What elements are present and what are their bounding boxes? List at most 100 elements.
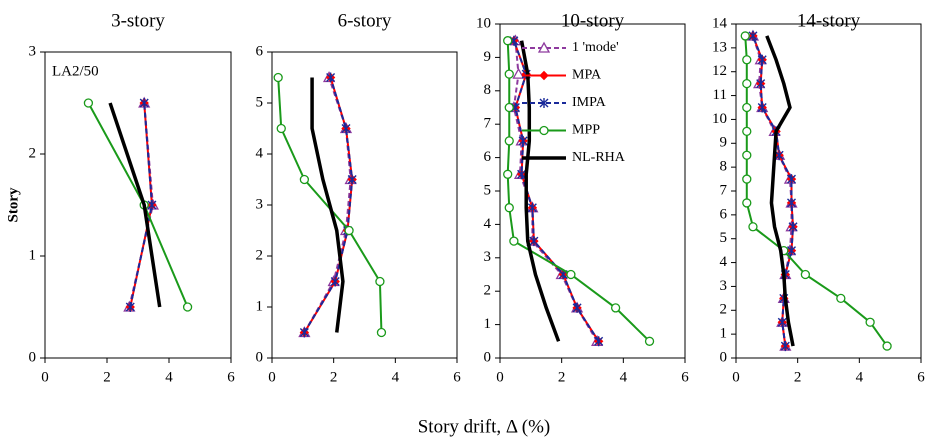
marker xyxy=(787,197,796,208)
marker xyxy=(504,102,514,113)
y-tick-label: 1 xyxy=(484,316,492,332)
marker xyxy=(518,135,528,146)
y-tick-label: 3 xyxy=(256,196,264,212)
marker xyxy=(594,336,604,347)
y-tick-label: 6 xyxy=(484,149,492,165)
marker xyxy=(572,302,582,313)
panel-title: 3-story xyxy=(111,10,165,31)
marker xyxy=(757,102,767,113)
y-tick-label: 0 xyxy=(256,349,264,365)
x-tick-label: 4 xyxy=(620,369,628,385)
series-line xyxy=(506,40,651,343)
y-tick-label: 10 xyxy=(712,111,727,127)
marker xyxy=(756,78,766,89)
y-tick-label: 0 xyxy=(720,349,728,365)
marker xyxy=(299,174,310,185)
y-tick-label: 1 xyxy=(720,326,728,342)
y-tick-label: 11 xyxy=(713,87,727,103)
y-tick-label: 8 xyxy=(484,82,492,98)
y-tick-label: 6 xyxy=(256,43,264,59)
marker xyxy=(787,174,796,185)
x-tick-label: 6 xyxy=(681,369,689,385)
y-tick-label: 4 xyxy=(256,145,264,161)
marker xyxy=(147,200,157,210)
marker xyxy=(610,303,621,313)
x-tick-label: 0 xyxy=(732,369,740,385)
marker xyxy=(504,203,514,213)
y-tick-label: 2 xyxy=(720,302,728,318)
marker xyxy=(748,222,758,232)
panel-title: 10-story xyxy=(561,10,625,31)
series-line xyxy=(765,35,795,347)
y-tick-label: 8 xyxy=(720,159,728,175)
x-tick-label: 6 xyxy=(453,369,461,385)
y-tick-label: 4 xyxy=(484,216,492,232)
x-tick-label: 6 xyxy=(227,369,235,385)
x-tick-label: 2 xyxy=(330,369,338,385)
y-tick-label: 2 xyxy=(256,247,264,263)
y-tick-label: 7 xyxy=(484,116,492,132)
x-tick-label: 4 xyxy=(392,369,400,385)
marker xyxy=(539,98,549,108)
y-tick-label: 5 xyxy=(720,230,728,246)
marker xyxy=(527,202,537,213)
series-line xyxy=(303,77,354,334)
marker xyxy=(757,54,767,65)
plot-frame xyxy=(735,23,922,359)
series-line xyxy=(744,35,888,347)
y-tick-label: 1 xyxy=(256,298,264,314)
marker xyxy=(780,341,790,352)
y-tick-label: 4 xyxy=(720,254,728,270)
marker xyxy=(503,36,513,46)
y-tick-label: 9 xyxy=(484,49,492,65)
marker xyxy=(539,125,549,136)
marker xyxy=(566,269,576,280)
marker xyxy=(376,327,387,338)
marker xyxy=(344,225,354,236)
marker xyxy=(503,169,513,179)
y-tick-label: 9 xyxy=(720,135,728,151)
y-tick-label: 7 xyxy=(720,182,728,198)
marker xyxy=(742,126,752,137)
y-tick-label: 2 xyxy=(29,145,37,161)
x-tick-label: 4 xyxy=(856,369,864,385)
marker xyxy=(326,72,336,83)
marker xyxy=(273,72,283,83)
marker xyxy=(182,302,193,312)
marker xyxy=(299,327,309,338)
y-tick-label: 3 xyxy=(29,43,37,59)
y-tick-label: 13 xyxy=(712,39,727,55)
marker xyxy=(774,150,784,161)
marker xyxy=(276,123,286,134)
marker xyxy=(83,98,94,108)
marker xyxy=(742,102,752,113)
marker xyxy=(341,123,351,134)
y-tick-label: 3 xyxy=(484,249,492,265)
plot-frame xyxy=(271,51,458,359)
x-axis-label: Story drift, Δ (%) xyxy=(418,416,551,437)
marker xyxy=(529,236,539,247)
x-tick-label: 0 xyxy=(41,369,49,385)
marker xyxy=(504,136,514,146)
marker xyxy=(740,31,750,41)
x-tick-label: 2 xyxy=(103,369,111,385)
marker xyxy=(375,276,385,287)
marker xyxy=(800,269,811,280)
marker xyxy=(330,276,340,287)
marker xyxy=(742,150,752,160)
legend-label: 1 'mode' xyxy=(572,40,619,55)
marker xyxy=(509,236,519,246)
legend-label: MPP xyxy=(572,123,600,138)
legend-label: MPA xyxy=(572,68,602,83)
y-tick-label: 2 xyxy=(484,283,492,299)
marker xyxy=(517,169,527,180)
marker xyxy=(742,78,752,89)
marker xyxy=(644,336,655,346)
x-tick-label: 2 xyxy=(794,369,802,385)
series-line xyxy=(310,77,345,333)
marker xyxy=(787,245,796,256)
series-line xyxy=(303,77,352,333)
x-tick-label: 0 xyxy=(268,369,276,385)
y-tick-label: 0 xyxy=(484,349,492,365)
